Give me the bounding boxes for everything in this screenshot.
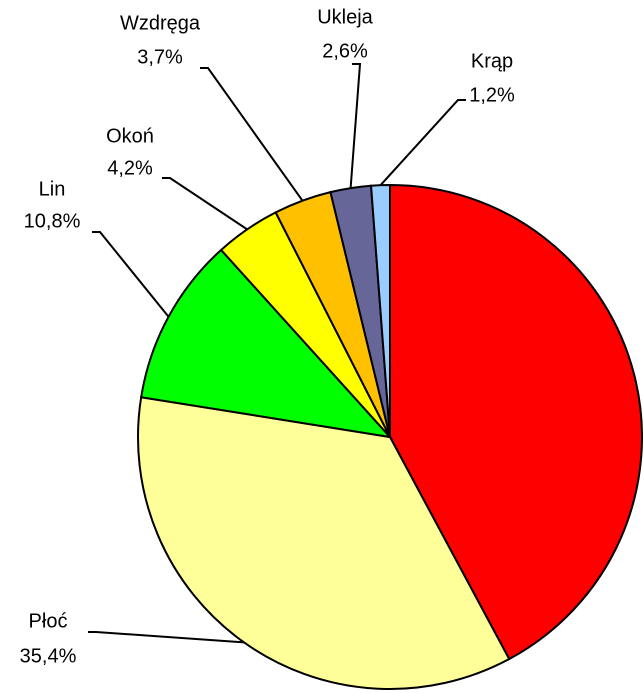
slice-value-label: 4,2% [107, 157, 153, 179]
slice-label: Płoć [29, 610, 68, 632]
leader-line [88, 631, 245, 644]
pie-slice [140, 248, 393, 439]
slice-value-label: 10,8% [24, 210, 81, 232]
slice-value-label: 1,2% [469, 84, 515, 106]
leader-line [162, 177, 248, 231]
slice-label: Ukleja [317, 6, 373, 28]
leader-line [200, 67, 304, 202]
slice-value-label: 3,7% [137, 46, 183, 68]
slice-value-label: 2,6% [322, 40, 368, 62]
slice-label: Okoń [106, 125, 154, 147]
leader-line [92, 231, 170, 318]
slice-label: Lin [39, 178, 66, 200]
pie-slice [137, 396, 511, 690]
slice-label: Szczupak [525, 378, 613, 400]
slice-label: Krąp [471, 50, 513, 72]
pie-slice [389, 183, 643, 661]
leader-line [379, 99, 466, 186]
leader-line [349, 63, 362, 189]
slice-value-label: 35,4% [20, 645, 77, 667]
pie-slice [369, 183, 391, 438]
slice-label: Wzdręga [120, 12, 201, 34]
slice-value-label: 42,2% [540, 413, 597, 435]
